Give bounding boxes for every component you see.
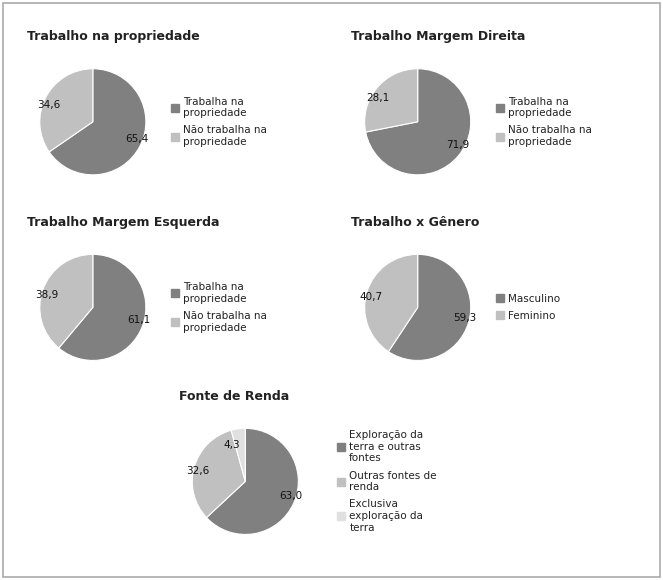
Legend: Trabalha na
propriedade, Não trabalha na
propriedade: Trabalha na propriedade, Não trabalha na… xyxy=(496,96,592,147)
Text: 63,0: 63,0 xyxy=(279,491,302,501)
Legend: Exploração da
terra e outras
fontes, Outras fontes de
renda, Exclusiva
exploraçã: Exploração da terra e outras fontes, Out… xyxy=(337,430,437,532)
Text: Trabalho Margem Direita: Trabalho Margem Direita xyxy=(351,30,526,43)
Text: 34,6: 34,6 xyxy=(36,100,60,110)
Wedge shape xyxy=(365,69,418,132)
Legend: Trabalha na
propriedade, Não trabalha na
propriedade: Trabalha na propriedade, Não trabalha na… xyxy=(171,282,267,333)
Text: 38,9: 38,9 xyxy=(34,290,58,300)
Text: 65,4: 65,4 xyxy=(126,134,149,144)
Text: 28,1: 28,1 xyxy=(366,93,389,103)
Text: 61,1: 61,1 xyxy=(128,315,151,325)
Wedge shape xyxy=(231,429,245,481)
Text: Trabalho x Gênero: Trabalho x Gênero xyxy=(351,216,480,229)
Wedge shape xyxy=(365,255,418,351)
Wedge shape xyxy=(192,430,245,517)
Text: 4,3: 4,3 xyxy=(223,440,240,450)
Text: 40,7: 40,7 xyxy=(359,292,382,302)
Legend: Masculino, Feminino: Masculino, Feminino xyxy=(496,293,560,321)
Text: Trabalho Margem Esquerda: Trabalho Margem Esquerda xyxy=(27,216,219,229)
Wedge shape xyxy=(49,69,146,175)
Text: Fonte de Renda: Fonte de Renda xyxy=(179,390,289,403)
Wedge shape xyxy=(206,429,298,534)
Wedge shape xyxy=(59,255,146,360)
Wedge shape xyxy=(40,69,93,152)
Wedge shape xyxy=(389,255,471,360)
Wedge shape xyxy=(366,69,471,175)
Text: Trabalho na propriedade: Trabalho na propriedade xyxy=(27,30,200,43)
Text: 32,6: 32,6 xyxy=(186,466,210,476)
Text: 59,3: 59,3 xyxy=(453,313,477,323)
Legend: Trabalha na
propriedade, Não trabalha na
propriedade: Trabalha na propriedade, Não trabalha na… xyxy=(171,96,267,147)
Wedge shape xyxy=(40,255,93,348)
Text: 71,9: 71,9 xyxy=(446,140,469,150)
